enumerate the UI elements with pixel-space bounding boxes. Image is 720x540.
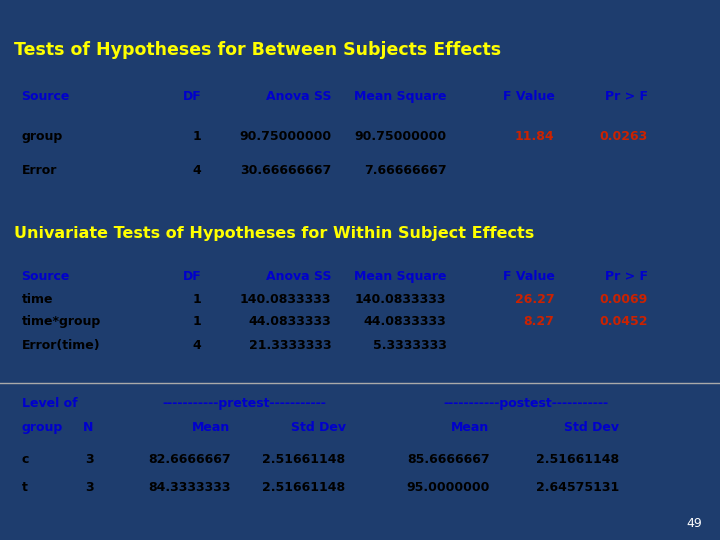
- Text: Anova SS: Anova SS: [266, 269, 331, 282]
- Text: 2.51661148: 2.51661148: [536, 453, 619, 466]
- Text: DF: DF: [183, 269, 202, 282]
- Text: Source: Source: [22, 269, 70, 282]
- Text: 0.0452: 0.0452: [600, 315, 648, 328]
- Text: -----------postest-----------: -----------postest-----------: [443, 397, 608, 410]
- Text: 0.0069: 0.0069: [600, 293, 648, 306]
- Text: Mean: Mean: [451, 421, 490, 434]
- Text: c: c: [22, 453, 29, 466]
- Text: group: group: [22, 421, 63, 434]
- Text: 0.0263: 0.0263: [600, 130, 648, 143]
- Text: 44.0833333: 44.0833333: [248, 315, 331, 328]
- Text: 44.0833333: 44.0833333: [364, 315, 446, 328]
- Text: Univariate Tests of Hypotheses for Within Subject Effects: Univariate Tests of Hypotheses for Withi…: [14, 226, 535, 241]
- Text: Error: Error: [22, 164, 57, 177]
- Text: 3: 3: [85, 481, 94, 494]
- Text: 11.84: 11.84: [515, 130, 554, 143]
- Text: 3: 3: [85, 453, 94, 466]
- Text: 2.51661148: 2.51661148: [263, 453, 346, 466]
- Text: 4: 4: [193, 164, 202, 177]
- Text: 5.3333333: 5.3333333: [372, 339, 446, 352]
- Text: 26.27: 26.27: [515, 293, 554, 306]
- Text: 82.6666667: 82.6666667: [148, 453, 230, 466]
- Text: 90.75000000: 90.75000000: [239, 130, 331, 143]
- Text: time*group: time*group: [22, 315, 101, 328]
- Text: 7.66666667: 7.66666667: [364, 164, 446, 177]
- Text: 90.75000000: 90.75000000: [354, 130, 446, 143]
- Text: Level of: Level of: [22, 397, 77, 410]
- Text: 30.66666667: 30.66666667: [240, 164, 331, 177]
- Text: 49: 49: [686, 517, 702, 530]
- Text: Pr > F: Pr > F: [605, 269, 648, 282]
- Text: group: group: [22, 130, 63, 143]
- Text: Tests of Hypotheses for Between Subjects Effects: Tests of Hypotheses for Between Subjects…: [14, 42, 502, 59]
- Text: 1: 1: [193, 293, 202, 306]
- Text: Source: Source: [22, 90, 70, 103]
- Text: 21.3333333: 21.3333333: [248, 339, 331, 352]
- Text: 1: 1: [193, 315, 202, 328]
- Text: Std Dev: Std Dev: [564, 421, 619, 434]
- Text: Mean Square: Mean Square: [354, 269, 446, 282]
- Text: F Value: F Value: [503, 269, 554, 282]
- Text: -----------pretest-----------: -----------pretest-----------: [163, 397, 327, 410]
- Text: time: time: [22, 293, 53, 306]
- Text: 140.0833333: 140.0833333: [355, 293, 446, 306]
- Text: Pr > F: Pr > F: [605, 90, 648, 103]
- Text: t: t: [22, 481, 27, 494]
- Text: 2.51661148: 2.51661148: [263, 481, 346, 494]
- Text: 4: 4: [193, 339, 202, 352]
- Text: 8.27: 8.27: [523, 315, 554, 328]
- Text: 95.0000000: 95.0000000: [406, 481, 490, 494]
- Text: DF: DF: [183, 90, 202, 103]
- Text: Std Dev: Std Dev: [291, 421, 346, 434]
- Text: 1: 1: [193, 130, 202, 143]
- Text: Error(time): Error(time): [22, 339, 100, 352]
- Text: N: N: [84, 421, 94, 434]
- Text: 85.6666667: 85.6666667: [407, 453, 490, 466]
- Text: Mean: Mean: [192, 421, 230, 434]
- Text: 84.3333333: 84.3333333: [148, 481, 230, 494]
- Text: 2.64575131: 2.64575131: [536, 481, 619, 494]
- Text: F Value: F Value: [503, 90, 554, 103]
- Text: Anova SS: Anova SS: [266, 90, 331, 103]
- Text: Mean Square: Mean Square: [354, 90, 446, 103]
- Text: 140.0833333: 140.0833333: [240, 293, 331, 306]
